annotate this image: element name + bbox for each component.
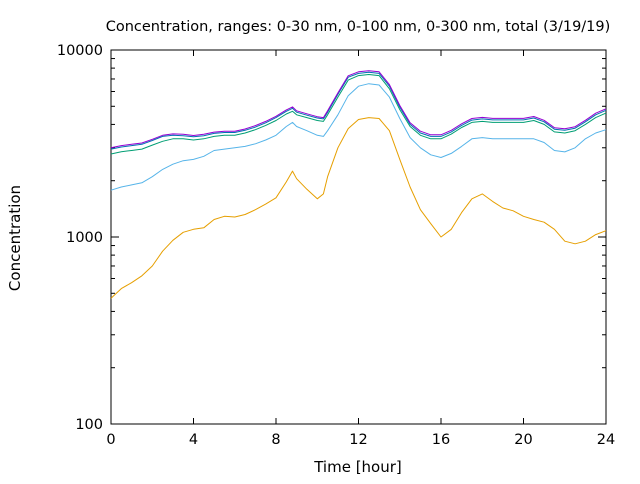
x-tick-label: 0 (106, 432, 115, 448)
chart-title: Concentration, ranges: 0-30 nm, 0-100 nm… (106, 19, 611, 35)
y-tick-label: 10000 (57, 43, 103, 59)
series-line-1 (110, 117, 607, 299)
x-tick-label: 16 (432, 432, 450, 448)
x-tick-label: 20 (514, 432, 532, 448)
y-axis-label: Concentration (6, 185, 24, 291)
x-tick-label: 12 (349, 432, 367, 448)
y-tick-label: 100 (75, 417, 103, 433)
y-tick-label: 1000 (66, 230, 103, 246)
series-line-3 (110, 74, 607, 155)
series-line-4 (110, 71, 607, 150)
series-line-2 (110, 83, 607, 191)
x-tick-label: 8 (271, 432, 280, 448)
x-tick-label: 24 (597, 432, 615, 448)
series-line-5 (110, 70, 607, 149)
x-tick-label: 4 (189, 432, 198, 448)
x-axis-label: Time [hour] (313, 458, 402, 476)
plot-frame (110, 49, 607, 425)
